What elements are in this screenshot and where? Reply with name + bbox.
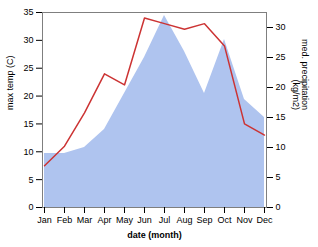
svg-text:Sep: Sep xyxy=(196,215,212,225)
svg-text:0: 0 xyxy=(28,202,33,212)
svg-text:May: May xyxy=(116,215,134,225)
svg-text:med. precipitation(kg/m2): med. precipitation(kg/m2) xyxy=(291,39,310,110)
svg-text:25: 25 xyxy=(23,63,33,73)
svg-text:Dec: Dec xyxy=(256,215,273,225)
svg-text:10: 10 xyxy=(276,142,286,152)
svg-text:30: 30 xyxy=(23,35,33,45)
svg-text:30: 30 xyxy=(276,22,286,32)
svg-text:10: 10 xyxy=(23,147,33,157)
svg-text:0: 0 xyxy=(276,202,281,212)
svg-text:5: 5 xyxy=(276,172,281,182)
svg-text:25: 25 xyxy=(276,52,286,62)
svg-text:date (month): date (month) xyxy=(127,230,182,240)
svg-text:35: 35 xyxy=(23,7,33,17)
svg-text:Nov: Nov xyxy=(236,215,253,225)
svg-text:20: 20 xyxy=(276,82,286,92)
svg-text:20: 20 xyxy=(23,91,33,101)
svg-text:Jan: Jan xyxy=(37,215,52,225)
svg-text:Jul: Jul xyxy=(159,215,171,225)
svg-text:Mar: Mar xyxy=(77,215,93,225)
svg-text:max temp (C): max temp (C) xyxy=(5,55,15,110)
svg-text:Oct: Oct xyxy=(217,215,232,225)
svg-text:15: 15 xyxy=(23,119,33,129)
svg-text:Aug: Aug xyxy=(176,215,192,225)
svg-text:Apr: Apr xyxy=(97,215,111,225)
svg-text:Feb: Feb xyxy=(57,215,73,225)
svg-text:5: 5 xyxy=(28,175,33,185)
svg-text:Jun: Jun xyxy=(137,215,152,225)
svg-text:15: 15 xyxy=(276,112,286,122)
